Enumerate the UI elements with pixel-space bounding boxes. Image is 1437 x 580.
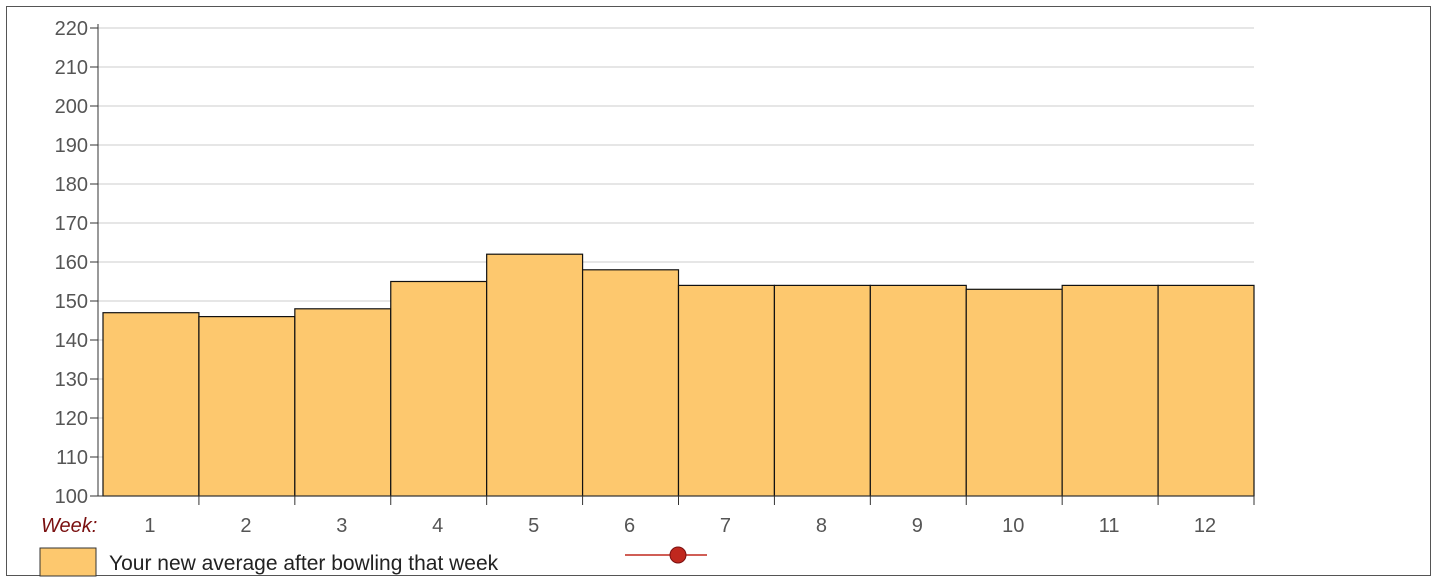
axes xyxy=(97,24,1254,497)
legend: Your new average after bowling that week xyxy=(39,546,707,577)
y-axis-ticks: 100 110 120 130 140 150 160 170 180 190 200 210 220 xyxy=(55,18,98,508)
y-tick-label: 100 xyxy=(55,486,88,508)
x-tick-label: 2 xyxy=(240,515,251,537)
y-tick-label: 150 xyxy=(55,291,88,313)
bar-week-6 xyxy=(581,269,680,497)
x-axis-label: Week: xyxy=(41,515,97,537)
bar-week-3 xyxy=(294,308,392,497)
bar-week-8 xyxy=(773,284,871,497)
x-tick-label: 4 xyxy=(432,515,443,537)
y-tick-label: 120 xyxy=(55,408,88,430)
x-tick-label: 1 xyxy=(144,515,155,537)
bar-week-10 xyxy=(965,288,1063,497)
y-tick-label: 210 xyxy=(55,57,88,79)
legend-label-average: Your new average after bowling that week xyxy=(109,552,499,575)
y-tick-label: 110 xyxy=(56,447,88,469)
bar-week-12 xyxy=(1157,284,1255,497)
bar-week-1 xyxy=(102,312,200,497)
chart-frame: 100 110 120 130 140 150 160 170 180 190 200 210 220 … xyxy=(6,6,1431,577)
x-tick-label: 12 xyxy=(1194,515,1216,537)
bar-chart: 100110120130140150160170180190200210220 … xyxy=(39,18,1255,577)
y-tick-label: 190 xyxy=(55,135,88,157)
bars xyxy=(102,253,1255,497)
x-axis-ticks: 1 2 3 4 5 6 7 8 9 10 11 12 xyxy=(144,496,1255,537)
bar-week-9 xyxy=(869,284,967,497)
x-tick-label: 6 xyxy=(624,515,635,537)
bar-week-5 xyxy=(486,253,584,497)
x-tick-label: 9 xyxy=(912,515,923,537)
y-tick-label: 180 xyxy=(55,174,88,196)
bar-week-7 xyxy=(677,284,776,497)
x-tick-label: 8 xyxy=(816,515,827,537)
bar-week-4 xyxy=(390,280,488,497)
y-tick-label: 200 xyxy=(55,96,88,118)
x-tick-label: 3 xyxy=(336,515,347,537)
x-tick-label: 11 xyxy=(1099,515,1120,537)
x-tick-label: 7 xyxy=(720,515,731,537)
legend-swatch-average xyxy=(39,547,97,577)
y-tick-label: 170 xyxy=(55,213,88,235)
bar-week-11 xyxy=(1061,284,1159,497)
y-tick-label: 140 xyxy=(55,330,88,352)
y-tick-label: 160 xyxy=(55,252,88,274)
bar-week-2 xyxy=(198,316,296,497)
y-tick-label: 130 xyxy=(55,369,88,391)
legend-dot-marker xyxy=(669,546,687,564)
x-tick-label: 5 xyxy=(528,515,539,537)
x-tick-label: 10 xyxy=(1002,515,1024,537)
y-tick-label: 220 xyxy=(55,18,88,40)
